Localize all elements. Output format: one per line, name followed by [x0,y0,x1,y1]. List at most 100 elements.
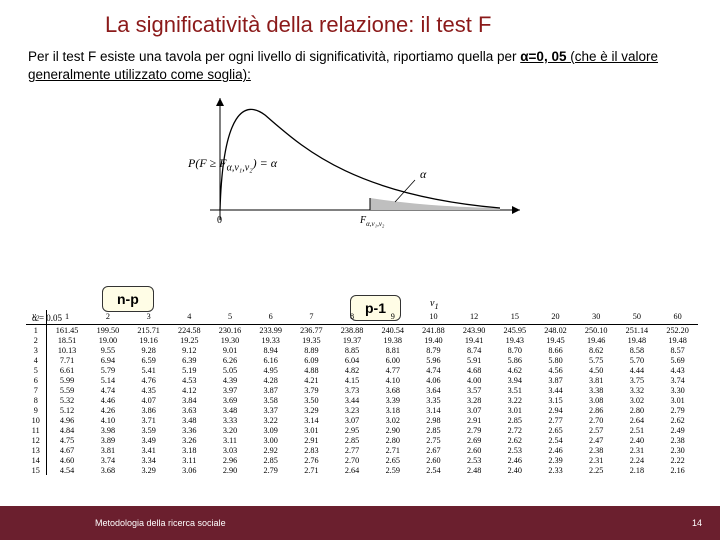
cell-value: 4.56 [535,365,576,375]
cell-value: 3.07 [332,415,373,425]
cell-value: 3.71 [128,415,169,425]
col-header: 3 [128,310,169,325]
zero-label: 0 [217,215,222,226]
cell-value: 3.74 [657,375,698,385]
cell-value: 6.61 [46,365,88,375]
cell-value: 3.01 [657,395,698,405]
cell-value: 2.77 [332,445,373,455]
cell-value: 3.29 [128,465,169,475]
cell-value: 3.89 [88,435,129,445]
cell-value: 4.44 [617,365,658,375]
cell-value: 2.71 [291,465,332,475]
col-header: 20 [535,310,576,325]
cell-value: 2.40 [494,465,535,475]
cell-value: 3.74 [88,455,129,465]
cell-value: 2.57 [576,425,617,435]
cell-value: 2.62 [494,435,535,445]
cell-value: 3.87 [535,375,576,385]
cell-value: 2.85 [413,425,454,435]
cell-value: 2.65 [372,455,413,465]
cell-value: 224.58 [169,325,210,336]
cell-value: 3.68 [88,465,129,475]
cell-value: 4.50 [576,365,617,375]
cell-value: 3.63 [169,405,210,415]
cell-value: 8.70 [494,345,535,355]
row-index: 7 [26,385,46,395]
col-header: 10 [413,310,454,325]
cell-value: 19.46 [576,335,617,345]
cell-value: 4.46 [88,395,129,405]
col-header: 50 [617,310,658,325]
page-title: La significatività della relazione: il t… [0,0,720,48]
cell-value: 4.28 [250,375,291,385]
cell-value: 3.29 [291,405,332,415]
intro-alpha: α=0, 05 [520,49,566,64]
cell-value: 3.26 [169,435,210,445]
cell-value: 4.10 [88,415,129,425]
cell-value: 3.15 [535,395,576,405]
cell-value: 3.02 [617,395,658,405]
cell-value: 3.86 [128,405,169,415]
cell-value: 2.60 [454,445,495,455]
cell-value: 19.40 [413,335,454,345]
cell-value: 4.10 [372,375,413,385]
cell-value: 4.68 [454,365,495,375]
cell-value: 5.41 [128,365,169,375]
cell-value: 5.96 [413,355,454,365]
cell-value: 3.01 [494,405,535,415]
cell-value: 2.90 [372,425,413,435]
cell-value: 3.81 [576,375,617,385]
cell-value: 2.95 [332,425,373,435]
cell-value: 238.88 [332,325,373,336]
cell-value: 2.65 [535,425,576,435]
cell-value: 5.99 [46,375,88,385]
cell-value: 4.35 [128,385,169,395]
cell-value: 6.00 [372,355,413,365]
cell-value: 8.66 [535,345,576,355]
cell-value: 4.95 [250,365,291,375]
cell-value: 2.80 [372,435,413,445]
cell-value: 2.79 [250,465,291,475]
cell-value: 2.24 [617,455,658,465]
cell-value: 3.94 [494,375,535,385]
cell-value: 19.35 [291,335,332,345]
row-index: 14 [26,455,46,465]
table-row: 95.124.263.863.633.483.373.293.233.183.1… [26,405,698,415]
table-row: 75.594.744.354.123.973.873.793.733.683.6… [26,385,698,395]
cell-value: 215.71 [128,325,169,336]
cell-value: 2.39 [535,455,576,465]
cell-value: 240.54 [372,325,413,336]
cell-value: 2.47 [576,435,617,445]
cell-value: 4.88 [291,365,332,375]
col-header: 4 [169,310,210,325]
row-index: 6 [26,375,46,385]
cell-value: 8.79 [413,345,454,355]
cell-value: 8.89 [291,345,332,355]
row-index: 10 [26,415,46,425]
row-index: 5 [26,365,46,375]
col-header: 6 [250,310,291,325]
cell-value: 5.75 [576,355,617,365]
alpha-region [370,198,500,210]
cell-value: 2.77 [535,415,576,425]
cell-value: 19.16 [128,335,169,345]
cell-value: 19.33 [250,335,291,345]
cell-value: 5.12 [46,405,88,415]
col-header: 12 [454,310,495,325]
cell-value: 19.38 [372,335,413,345]
cell-value: 3.08 [576,395,617,405]
cell-value: 2.70 [576,415,617,425]
cell-value: 5.79 [88,365,129,375]
cell-value: 8.94 [250,345,291,355]
cell-value: 233.99 [250,325,291,336]
cell-value: 5.59 [46,385,88,395]
cell-value: 3.51 [494,385,535,395]
cell-value: 2.38 [657,435,698,445]
cell-value: 248.02 [535,325,576,336]
alpha-pointer [395,180,415,202]
cell-value: 19.45 [535,335,576,345]
cell-value: 19.48 [617,335,658,345]
cell-value: 2.64 [617,415,658,425]
cell-value: 3.44 [535,385,576,395]
cell-value: 3.44 [332,395,373,405]
